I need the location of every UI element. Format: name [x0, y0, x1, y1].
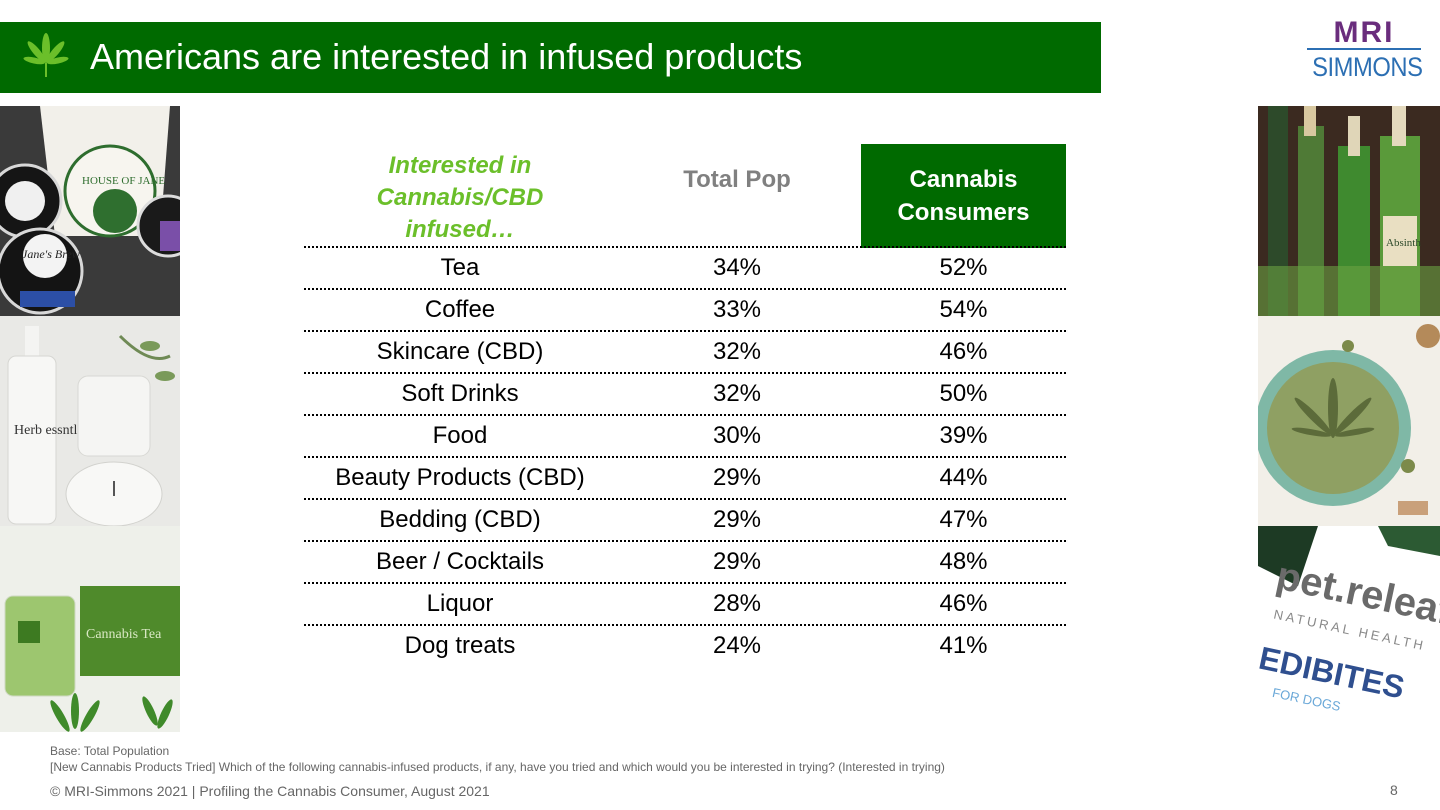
herb-essntls-label: Herb essntls: [14, 423, 83, 438]
row-total-pop: 33%: [712, 296, 762, 323]
row-divider: [304, 498, 1066, 500]
row-divider: [304, 624, 1066, 626]
row-cannabis-consumers: 50%: [939, 380, 988, 407]
photo-cbd-cream-jar: [1258, 316, 1440, 526]
row-category: Beauty Products (CBD): [335, 464, 585, 491]
row-cannabis-consumers: 54%: [939, 296, 988, 323]
column-header-category: Interested in Cannabis/CBD infused…: [376, 152, 544, 243]
row-divider: [304, 288, 1066, 290]
row-total-pop: 29%: [712, 506, 762, 533]
row-cannabis-consumers: 41%: [939, 632, 988, 659]
row-total-pop: 29%: [712, 548, 762, 575]
row-cannabis-consumers: 46%: [939, 590, 988, 617]
column-header-total-pop: Total Pop: [683, 166, 791, 193]
row-category: Coffee: [424, 296, 496, 323]
photo-herb-essntls: Herb essntls: [0, 316, 180, 526]
page-title: Americans are interested in infused prod…: [90, 36, 803, 77]
data-table: Tea 34% 52% Coffee 33% 54% Skincare (CBD) 32%…: [304, 246, 1066, 666]
row-cannabis-consumers: 47%: [939, 506, 988, 533]
table-row: Beer / Cocktails 29% 48%: [304, 540, 1066, 582]
row-divider: [304, 582, 1066, 584]
logo-divider: [1307, 48, 1421, 50]
row-divider: [304, 540, 1066, 542]
row-total-pop: 28%: [712, 590, 762, 617]
row-divider: [304, 246, 1066, 248]
row-total-pop: 34%: [712, 254, 762, 281]
row-category: Food: [432, 422, 488, 449]
footnote-question: [New Cannabis Products Tried] Which of t…: [50, 760, 945, 774]
cannabis-tea-label: Cannabis Tea: [86, 627, 162, 642]
photo-cannabis-tea: Cannabis Tea: [0, 526, 180, 732]
row-cannabis-consumers: 46%: [939, 338, 988, 365]
title-bar: Americans are interested in infused prod…: [0, 22, 1101, 93]
absinth-label: Absinth: [1386, 237, 1421, 249]
table-row: Tea 34% 52%: [304, 246, 1066, 288]
row-category: Skincare (CBD): [376, 338, 544, 365]
table-row: Liquor 28% 46%: [304, 582, 1066, 624]
row-divider: [304, 330, 1066, 332]
row-cannabis-consumers: 52%: [939, 254, 988, 281]
cannabis-leaf-icon: [23, 33, 69, 77]
table-row: Coffee 33% 54%: [304, 288, 1066, 330]
row-total-pop: 29%: [712, 464, 762, 491]
footer-copyright: © MRI-Simmons 2021 | Profiling the Canna…: [50, 783, 490, 799]
table-row: Skincare (CBD) 32% 46%: [304, 330, 1066, 372]
row-total-pop: 32%: [712, 380, 762, 407]
logo-mri-text: MRI: [1333, 16, 1395, 49]
photo-absinth-bottles: Absinth: [1258, 106, 1440, 316]
column-header-cannabis-consumers: Cannabis Consumers: [861, 144, 1066, 248]
row-cannabis-consumers: 39%: [939, 422, 988, 449]
row-cannabis-consumers: 48%: [939, 548, 988, 575]
logo-simmons-text: SIMMONS: [1312, 52, 1423, 82]
footnote-base: Base: Total Population: [50, 744, 170, 758]
row-divider: [304, 456, 1066, 458]
row-category: Tea: [440, 254, 480, 281]
janes-brew-label: Jane's Brew: [22, 247, 80, 261]
mri-simmons-logo: MRI SIMMONS: [1305, 16, 1423, 86]
row-total-pop: 24%: [712, 632, 762, 659]
table-row: Dog treats 24% 41%: [304, 624, 1066, 666]
house-of-jane-label: HOUSE OF JANE: [82, 175, 165, 187]
table-row: Food 30% 39%: [304, 414, 1066, 456]
row-category: Bedding (CBD): [379, 506, 541, 533]
row-divider: [304, 372, 1066, 374]
column-header-cannabis-consumers-label: Cannabis Consumers: [897, 166, 1030, 226]
page-number: 8: [1390, 782, 1398, 798]
table-row: Bedding (CBD) 29% 47%: [304, 498, 1066, 540]
table-row: Beauty Products (CBD) 29% 44%: [304, 456, 1066, 498]
row-divider: [304, 414, 1066, 416]
photo-pet-releaf: pet.releaf NATURAL HEALTH EDIBITES FOR D…: [1258, 526, 1440, 736]
row-total-pop: 32%: [712, 338, 762, 365]
row-category: Beer / Cocktails: [375, 548, 545, 575]
row-category: Soft Drinks: [401, 380, 519, 407]
row-category: Dog treats: [404, 632, 516, 659]
row-cannabis-consumers: 44%: [939, 464, 988, 491]
row-total-pop: 30%: [712, 422, 762, 449]
row-category: Liquor: [426, 590, 494, 617]
table-row: Soft Drinks 32% 50%: [304, 372, 1066, 414]
photo-janes-brew-pods: HOUSE OF JANE Jane's Brew: [0, 106, 180, 316]
